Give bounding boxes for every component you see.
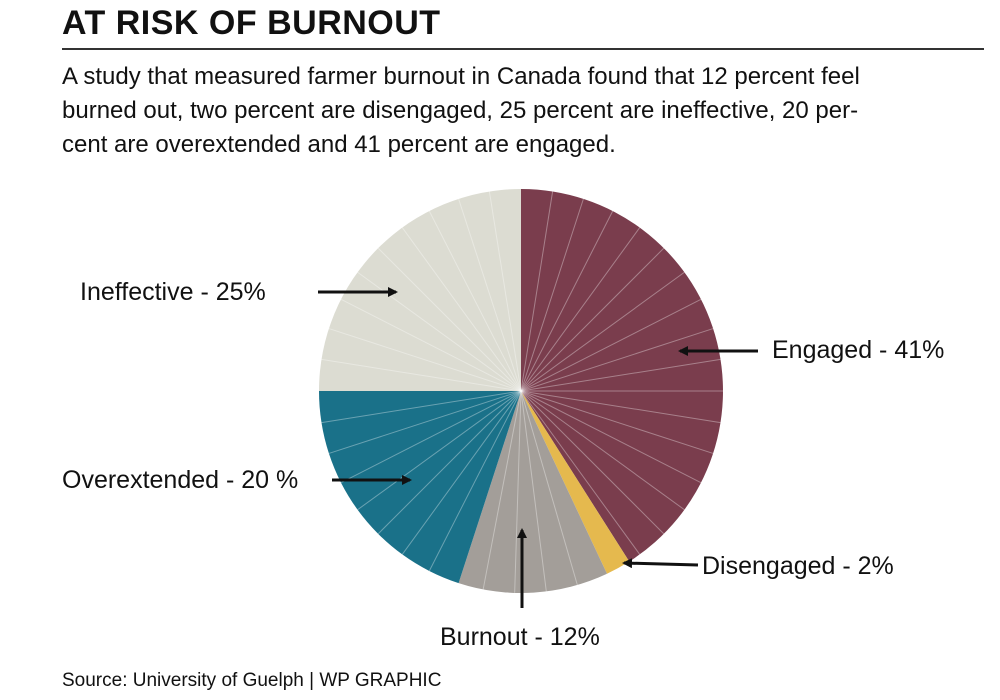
segment-line — [488, 191, 522, 392]
title-rule — [62, 48, 984, 50]
subtitle-line-3: cent are overextended and 41 percent are… — [62, 131, 616, 158]
label-burnout: Burnout - 12% — [440, 623, 600, 651]
pie-slices — [319, 189, 723, 594]
segment-line — [428, 210, 522, 392]
segment-line — [520, 247, 665, 392]
pie-slice-overextended — [319, 391, 521, 584]
segment-line — [428, 390, 522, 572]
segment-line — [520, 298, 702, 392]
subtitle-line-2: burned out, two percent are disengaged, … — [62, 97, 859, 124]
segment-line — [340, 298, 522, 392]
pie-slice-burnout — [458, 391, 608, 594]
segment-line — [520, 390, 685, 511]
segment-line — [520, 191, 554, 392]
segment-line — [514, 390, 522, 593]
segment-line — [321, 390, 522, 424]
segment-line — [520, 271, 685, 392]
segment-line — [520, 198, 584, 392]
source-note: Source: University of Guelph | WP GRAPHI… — [62, 670, 442, 691]
segment-line — [520, 390, 578, 586]
segment-line — [520, 390, 665, 535]
segment-line — [520, 227, 641, 392]
chart-subtitle: A study that measured farmer burnout in … — [62, 60, 982, 162]
label-ineffective: Ineffective - 25% — [80, 278, 266, 306]
segment-line — [520, 328, 714, 392]
pie-slice-engaged — [521, 189, 723, 562]
segment-line — [520, 390, 702, 484]
segment-line — [520, 210, 614, 392]
segment-line — [520, 390, 547, 592]
pie-segment-lines — [321, 191, 723, 593]
segment-line — [321, 358, 522, 392]
pie-slice-disengaged — [521, 391, 630, 574]
segment-line — [520, 390, 721, 424]
subtitle-line-1: A study that measured farmer burnout in … — [62, 63, 860, 90]
chart-title: AT RISK OF BURNOUT — [62, 4, 441, 42]
segment-line — [482, 390, 522, 590]
segment-line — [520, 390, 714, 454]
label-disengaged: Disengaged - 2% — [702, 552, 894, 580]
segment-line — [458, 198, 522, 392]
pie-slice-ineffective — [319, 189, 521, 391]
label-engaged: Engaged - 41% — [772, 336, 944, 364]
segment-line — [328, 328, 522, 392]
segment-line — [520, 390, 641, 555]
segment-line — [377, 247, 522, 392]
label-overextended: Overextended - 20 % — [62, 466, 298, 494]
segment-line — [377, 390, 522, 535]
segment-line — [401, 390, 522, 555]
segment-line — [520, 358, 721, 392]
segment-line — [357, 390, 522, 511]
arrow-disengaged — [622, 558, 699, 569]
segment-line — [401, 227, 522, 392]
segment-line — [328, 390, 522, 454]
segment-line — [340, 390, 522, 484]
